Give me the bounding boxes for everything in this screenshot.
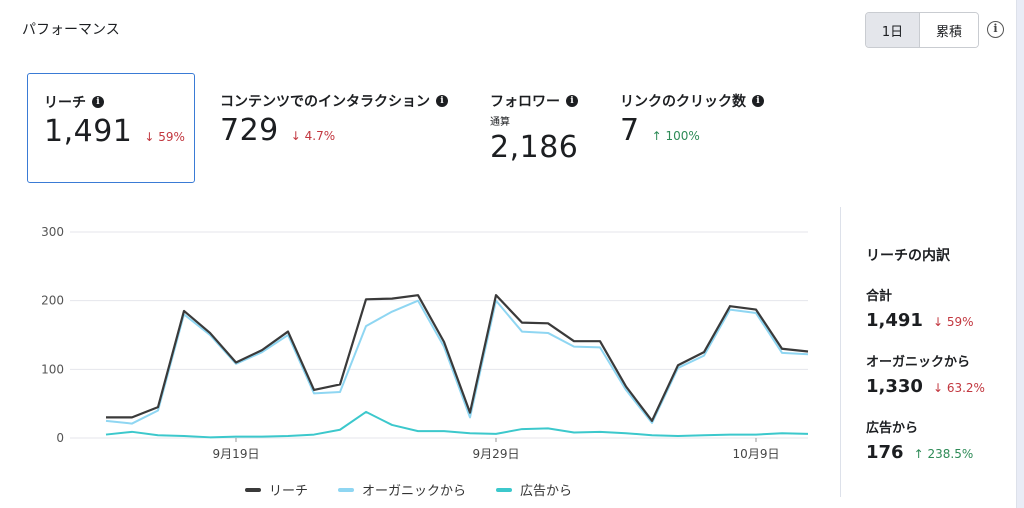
x-tick-label: 9月29日 [473,447,520,461]
breakdown-label: オーガニックから [866,355,971,370]
info-icon[interactable]: i [92,96,104,108]
arrow-down-icon: ↓ [932,315,943,329]
legend-swatch [338,487,355,492]
breakdown-label: 広告から [866,421,919,436]
breakdown-label: 合計 [866,289,893,304]
breakdown-ads: 広告から 176 ↑ 238.5% [866,417,985,463]
y-tick-label: 200 [41,294,64,308]
breakdown-delta: ↓ 59% [932,315,974,329]
breakdown-title: リーチの内訳 [866,248,950,264]
metric-value: 2,186 [490,130,579,165]
chart-legend: リーチ オーガニックから 広告から [245,480,572,499]
reach-line-chart: 0 100 200 300 9月19日 9月29日 10月9日 [41,225,809,461]
arrow-up-icon: ↑ [651,129,662,143]
series-line-1 [105,299,809,425]
metric-delta: ↑ 100% [651,129,700,143]
series-line-2 [105,410,809,439]
info-icon[interactable]: i [987,21,1004,38]
page-title: パフォーマンス [22,22,120,38]
info-icon[interactable]: i [752,95,764,107]
metric-label: フォロワー i [490,91,600,111]
breakdown-total: 合計 1,491 ↓ 59% [866,285,985,331]
metric-card-followers[interactable]: フォロワー i 通算 2,186 [490,73,600,183]
metric-card-link-clicks[interactable]: リンクのクリック数 i 7 ↑ 100% [620,73,790,183]
metric-card-reach[interactable]: リーチ i 1,491 ↓ 59% [27,73,195,183]
divider [840,207,841,497]
legend-swatch [245,487,261,492]
cumulative-toggle-button[interactable]: 累積 [920,13,978,47]
metric-sublabel: 通算 [490,117,510,128]
legend-item-ads[interactable]: 広告から [496,480,572,499]
y-tick-label: 100 [41,362,64,376]
metric-delta: ↓ 4.7% [290,129,336,143]
metric-value: 7 [620,113,640,148]
info-icon[interactable]: i [566,95,578,107]
breakdown-delta: ↓ 63.2% [932,381,985,395]
legend-swatch [496,487,513,492]
breakdown-organic: オーガニックから 1,330 ↓ 63.2% [866,351,985,397]
reach-chart: 0 100 200 300 9月19日 9月29日 10月9日 [20,205,830,505]
metric-value: 729 [220,113,279,148]
breakdown-value: 176 [866,442,904,463]
arrow-down-icon: ↓ [144,130,155,144]
breakdown-value: 1,491 [866,310,923,331]
x-tick-label: 10月9日 [733,447,780,461]
y-tick-label: 0 [56,431,64,445]
metric-label: リンクのクリック数 i [620,91,790,111]
series-line-0 [106,294,809,422]
arrow-down-icon: ↓ [932,381,943,395]
period-toggle: 1日 累積 [865,12,979,48]
x-tick-label: 9月19日 [213,447,260,461]
breakdown-value: 1,330 [866,376,923,397]
legend-item-organic[interactable]: オーガニックから [338,480,466,499]
reach-breakdown: リーチの内訳 合計 1,491 ↓ 59% オーガニックから 1,330 ↓ 6… [866,245,985,463]
metric-label: リーチ i [44,92,194,112]
metric-delta: ↓ 59% [144,130,185,144]
metric-value: 1,491 [44,114,133,149]
metric-label: コンテンツでのインタラクション i [220,91,460,111]
y-tick-label: 300 [41,225,64,239]
legend-item-reach[interactable]: リーチ [245,480,308,499]
arrow-up-icon: ↑ [913,447,924,461]
info-icon[interactable]: i [436,95,448,107]
daily-toggle-button[interactable]: 1日 [866,13,920,47]
breakdown-delta: ↑ 238.5% [913,447,974,461]
arrow-down-icon: ↓ [290,129,301,143]
metric-card-interactions[interactable]: コンテンツでのインタラクション i 729 ↓ 4.7% [220,73,460,183]
